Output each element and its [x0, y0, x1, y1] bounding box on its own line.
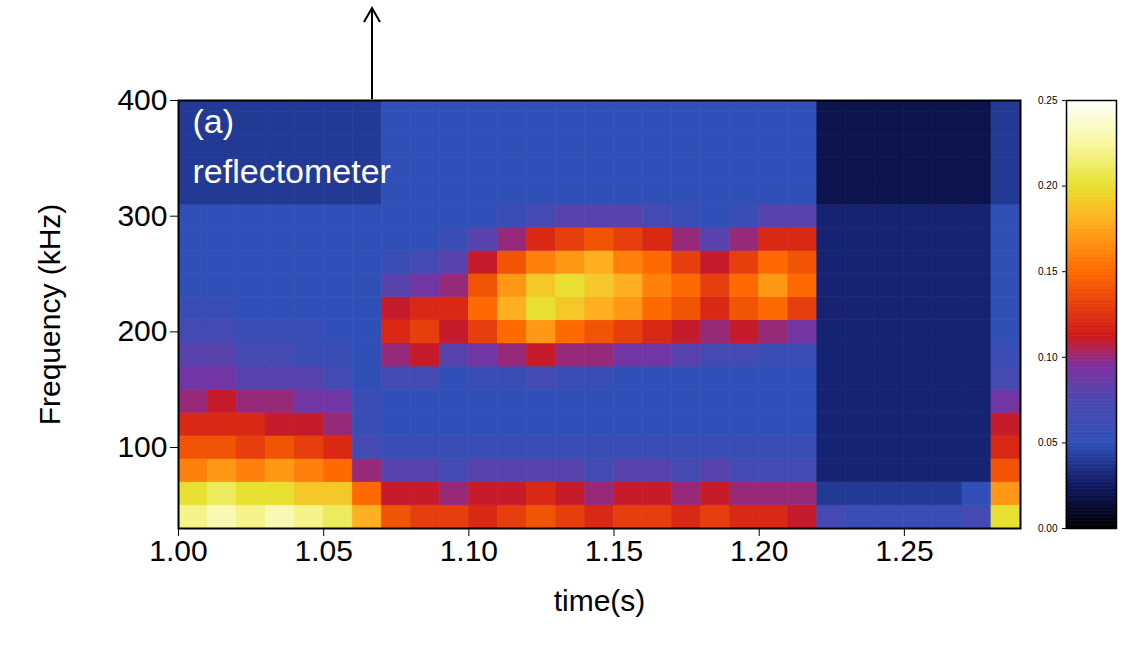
svg-text:300: 300	[117, 199, 167, 232]
svg-text:reflectometer: reflectometer	[193, 152, 391, 190]
svg-text:1.00: 1.00	[149, 534, 207, 567]
svg-text:0.05: 0.05	[1038, 437, 1058, 448]
svg-text:1.25: 1.25	[875, 534, 933, 567]
svg-text:Frequency (kHz): Frequency (kHz)	[33, 204, 66, 426]
svg-text:1.10: 1.10	[440, 534, 498, 567]
svg-text:1.20: 1.20	[730, 534, 788, 567]
svg-text:0.15: 0.15	[1038, 266, 1058, 277]
svg-text:0.25: 0.25	[1038, 95, 1058, 106]
svg-text:1.15: 1.15	[585, 534, 643, 567]
svg-text:200: 200	[117, 314, 167, 347]
svg-text:0.20: 0.20	[1038, 180, 1058, 191]
svg-text:time(s): time(s)	[554, 584, 646, 617]
svg-text:0.00: 0.00	[1038, 523, 1058, 534]
svg-text:100: 100	[117, 430, 167, 463]
svg-text:(a): (a)	[193, 102, 235, 140]
svg-text:1.05: 1.05	[294, 534, 352, 567]
svg-text:0.10: 0.10	[1038, 352, 1058, 363]
svg-text:400: 400	[117, 83, 167, 116]
